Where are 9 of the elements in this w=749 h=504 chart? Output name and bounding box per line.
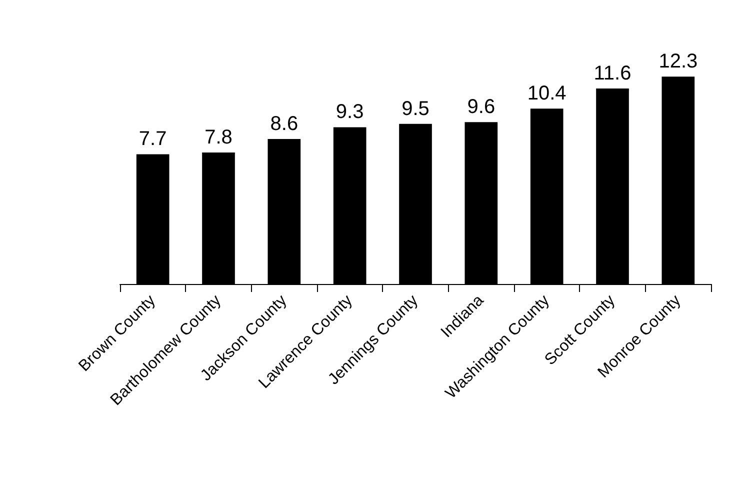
data-label: 12.3 bbox=[658, 50, 698, 73]
data-label: 11.6 bbox=[594, 62, 632, 84]
data-label: 9.6 bbox=[467, 96, 496, 118]
data-label: 10.4 bbox=[527, 82, 566, 105]
data-label: 9.5 bbox=[402, 98, 430, 120]
data-label: 8.6 bbox=[270, 113, 298, 136]
data-label: 9.3 bbox=[336, 101, 364, 124]
data-label: 7.7 bbox=[138, 128, 167, 150]
data-label: 7.8 bbox=[204, 126, 232, 149]
